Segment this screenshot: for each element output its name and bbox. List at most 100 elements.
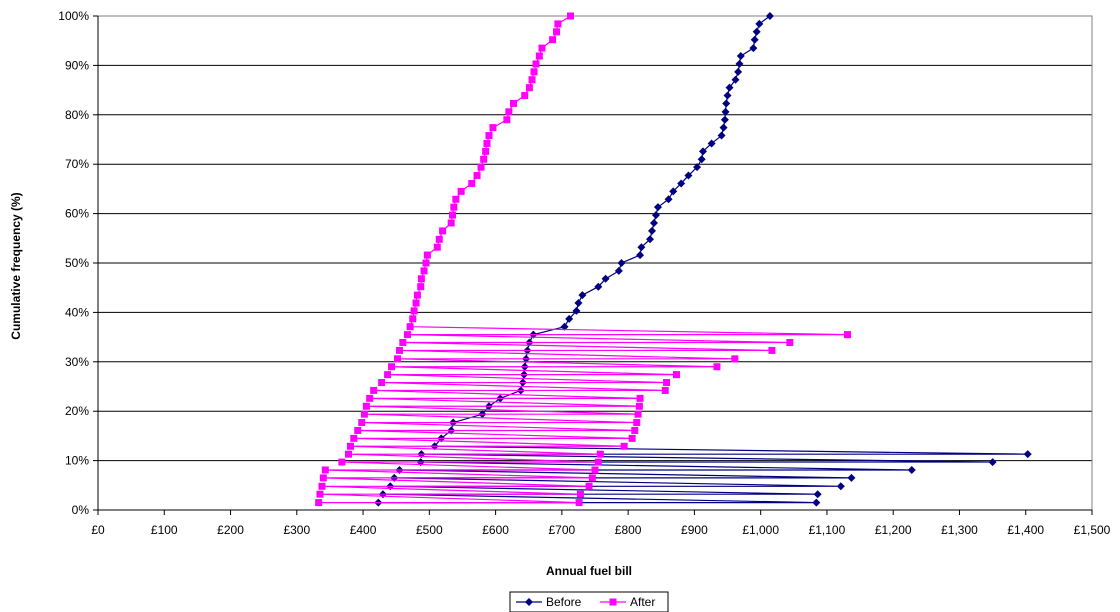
y-tick-label: 100%: [58, 9, 89, 23]
y-tick-label: 30%: [65, 355, 89, 369]
after-point: [591, 466, 599, 474]
after-point: [588, 474, 596, 482]
before-point: [636, 251, 645, 260]
after-point: [319, 474, 327, 482]
x-tick-label: £1,000: [742, 523, 779, 537]
after-point: [422, 259, 430, 267]
before-point: [560, 322, 569, 331]
x-tick-label: £200: [217, 523, 244, 537]
after-point: [631, 426, 639, 434]
after-point: [575, 499, 583, 507]
before-point: [647, 226, 656, 235]
after-point: [316, 490, 324, 498]
y-tick-label: 80%: [65, 108, 89, 122]
after-point: [346, 442, 354, 450]
after-point: [596, 450, 604, 458]
after-point: [396, 346, 404, 354]
after-point: [521, 92, 529, 100]
before-point: [677, 179, 686, 188]
x-tick-label: £600: [482, 523, 509, 537]
before-point: [812, 498, 821, 507]
before-point: [988, 458, 997, 467]
after-point: [620, 442, 628, 450]
x-tick-label: £1,300: [941, 523, 978, 537]
before-point: [723, 91, 732, 100]
before-point: [750, 35, 759, 44]
before-point: [836, 482, 845, 491]
before-point: [664, 195, 673, 204]
after-point: [549, 36, 557, 44]
x-tick-label: £300: [283, 523, 310, 537]
after-point: [843, 331, 851, 339]
after-point: [530, 68, 538, 76]
after-point: [394, 355, 402, 363]
y-tick-label: 20%: [65, 404, 89, 418]
legend-box: [509, 591, 669, 612]
after-point: [388, 363, 396, 371]
before-point: [699, 147, 708, 156]
y-tick-label: 50%: [65, 256, 89, 270]
after-point: [468, 179, 476, 187]
before-point: [1023, 450, 1032, 459]
before-point: [749, 44, 758, 53]
x-tick-label: £1,400: [1007, 523, 1044, 537]
legend-marker-after: [609, 598, 617, 606]
y-tick-label: 60%: [65, 207, 89, 221]
after-point: [525, 84, 533, 92]
before-point: [649, 218, 658, 227]
before-point: [707, 139, 716, 148]
after-point: [366, 394, 374, 402]
before-point: [755, 19, 764, 28]
after-point: [435, 235, 443, 243]
after-point: [535, 52, 543, 60]
before-point: [684, 171, 693, 180]
after-point: [338, 458, 346, 466]
y-tick-label: 90%: [65, 58, 89, 72]
after-point: [410, 307, 418, 315]
before-point: [669, 187, 678, 196]
after-point: [370, 386, 378, 394]
x-tick-label: £800: [615, 523, 642, 537]
after-point: [553, 28, 561, 36]
after-point: [661, 386, 669, 394]
after-point: [362, 402, 370, 410]
before-point: [614, 266, 623, 275]
y-tick-label: 70%: [65, 157, 89, 171]
after-point: [477, 163, 485, 171]
after-point: [633, 419, 641, 427]
before-point: [907, 465, 916, 474]
after-point: [532, 60, 540, 68]
before-point: [847, 473, 856, 482]
after-point: [350, 434, 358, 442]
after-point: [358, 419, 366, 427]
after-point: [406, 323, 414, 331]
before-point: [574, 299, 583, 308]
after-point: [566, 12, 574, 20]
after-point: [378, 379, 386, 387]
after-point: [344, 450, 352, 458]
before-point: [693, 163, 702, 172]
after-point: [315, 499, 323, 507]
before-point: [717, 131, 726, 140]
legend-item-before: Before: [516, 595, 582, 609]
before-point: [813, 490, 822, 499]
before-point: [725, 83, 734, 92]
after-point: [413, 291, 421, 299]
after-point: [318, 482, 326, 490]
legend-item-after: After: [600, 595, 655, 609]
before-point: [594, 282, 603, 291]
after-point: [457, 187, 465, 195]
before-point: [722, 99, 731, 108]
x-tick-label: £500: [416, 523, 443, 537]
after-point: [585, 482, 593, 490]
after-point: [403, 331, 411, 339]
x-tick-label: £400: [350, 523, 377, 537]
after-point: [417, 275, 425, 283]
after-point: [528, 76, 536, 84]
before-point: [646, 235, 655, 244]
legend-marker-before: [525, 598, 533, 606]
after-point: [450, 203, 458, 211]
before-point: [719, 123, 728, 132]
before-point: [601, 274, 610, 283]
